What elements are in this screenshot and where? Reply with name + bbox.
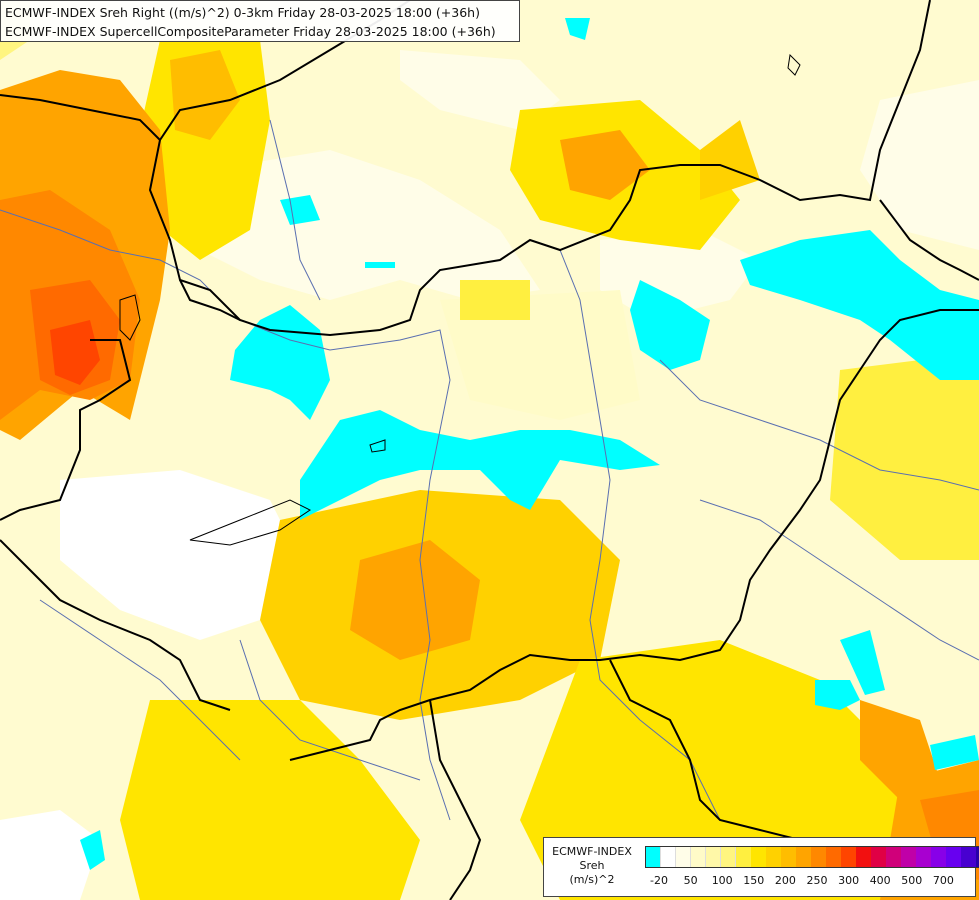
legend-swatch — [736, 847, 751, 867]
legend-swatch — [841, 847, 856, 867]
legend-swatch — [781, 847, 796, 867]
legend-swatch — [931, 847, 946, 867]
lakes — [119, 53, 801, 546]
legend-title: ECMWF-INDEX Sreh (m/s)^2 — [548, 845, 636, 887]
legend-swatch — [871, 847, 886, 867]
legend-swatch — [826, 847, 841, 867]
legend-swatch — [796, 847, 811, 867]
legend-swatch — [721, 847, 736, 867]
legend-tick-label: 50 — [683, 874, 698, 887]
legend-tick-label: 400 — [869, 874, 891, 887]
legend-swatch — [856, 847, 871, 867]
legend-title-line: ECMWF-INDEX — [552, 845, 632, 858]
legend-title-line: Sreh — [579, 859, 605, 872]
legend-tick-label: 100 — [711, 874, 733, 887]
legend-tick-label: -20 — [650, 874, 668, 887]
legend-swatch — [691, 847, 706, 867]
legend-color-bar — [645, 846, 979, 868]
legend-swatch — [946, 847, 961, 867]
legend-swatch — [811, 847, 826, 867]
legend-tick-label: 300 — [838, 874, 860, 887]
legend-swatch — [976, 847, 979, 867]
legend-tick-label: 700 — [932, 874, 954, 887]
legend-swatch — [916, 847, 931, 867]
title-line-2: ECMWF-INDEX SupercellCompositeParameter … — [5, 24, 496, 39]
legend-swatch — [766, 847, 781, 867]
color-legend: ECMWF-INDEX Sreh (m/s)^2 -20 50 100 150 200 2… — [543, 837, 979, 897]
legend-swatch — [886, 847, 901, 867]
legend-tick-label: 150 — [743, 874, 765, 887]
legend-tick-label: 500 — [901, 874, 923, 887]
legend-tick-label: 200 — [774, 874, 796, 887]
legend-swatch — [751, 847, 766, 867]
legend-swatch — [901, 847, 916, 867]
legend-tick-labels: -20 50 100 150 200 250 300 400 500 700 — [645, 874, 975, 890]
legend-swatch — [676, 847, 691, 867]
map-title-box: ECMWF-INDEX Sreh Right ((m/s)^2) 0-3km F… — [0, 0, 520, 42]
title-line-1: ECMWF-INDEX Sreh Right ((m/s)^2) 0-3km F… — [5, 5, 480, 20]
legend-title-line: (m/s)^2 — [569, 873, 615, 886]
legend-swatch — [661, 847, 676, 867]
legend-swatch — [706, 847, 721, 867]
legend-swatch — [646, 847, 661, 867]
legend-swatch — [961, 847, 976, 867]
legend-tick-label: 250 — [806, 874, 828, 887]
